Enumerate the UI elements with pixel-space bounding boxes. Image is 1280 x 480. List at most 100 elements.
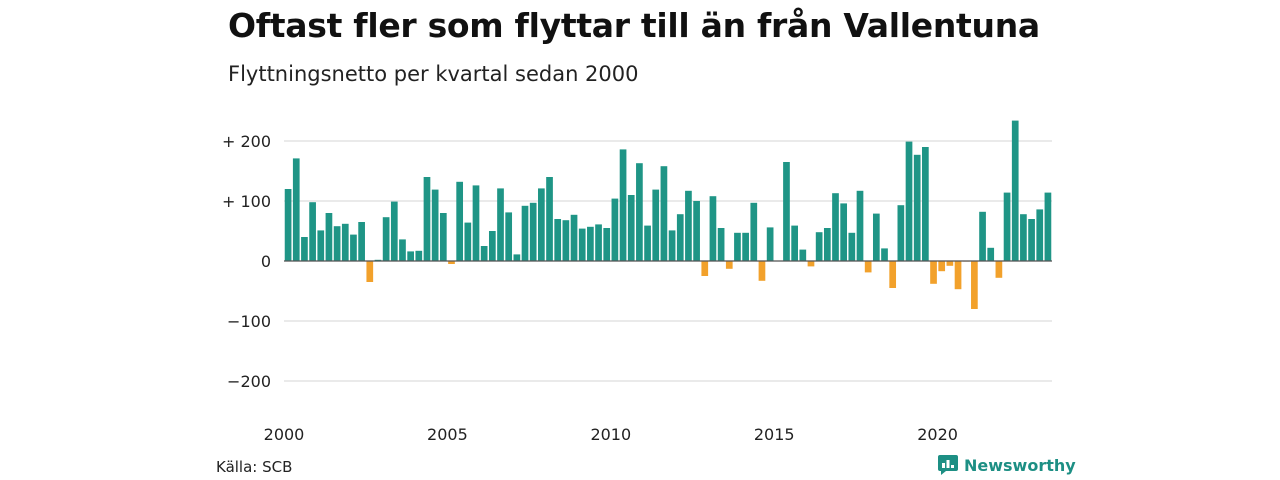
bar [881, 248, 888, 261]
bar [660, 166, 668, 261]
bar [488, 231, 496, 261]
bar [954, 261, 962, 290]
bar [358, 222, 365, 261]
chart-title: Oftast fler som flyttar till än från Val… [228, 6, 1040, 45]
bar [897, 205, 905, 261]
bar [587, 226, 594, 261]
bar [284, 189, 292, 261]
bar [832, 193, 839, 261]
bar [382, 217, 390, 261]
bar-chart: + 200 + 100 0 −100 −200 2000 2005 2010 2015 2020 [222, 120, 1052, 444]
bar [717, 228, 725, 261]
bar [415, 250, 423, 261]
bar [742, 232, 749, 261]
bar [1028, 219, 1035, 261]
bar [325, 213, 333, 261]
bar [538, 188, 545, 261]
bar [766, 227, 774, 261]
bar [1003, 192, 1011, 261]
bar [448, 261, 455, 264]
bar [995, 261, 1003, 278]
brand-logo[interactable]: Newsworthy [938, 455, 1076, 475]
bar [1044, 192, 1052, 261]
bars [284, 120, 1052, 309]
bar [815, 232, 823, 261]
bar [905, 141, 913, 261]
bar [472, 185, 480, 261]
source-note: Källa: SCB [216, 458, 293, 476]
bar [913, 154, 921, 261]
x-tick-label: 2005 [427, 425, 468, 444]
bar [889, 261, 897, 288]
bar [309, 202, 316, 261]
bar [619, 149, 627, 261]
newsworthy-icon [938, 455, 958, 475]
bar [750, 202, 758, 261]
bar [685, 190, 692, 261]
bar [758, 261, 766, 281]
chart-subtitle: Flyttningsnetto per kvartal sedan 2000 [228, 62, 639, 86]
bar [799, 249, 807, 261]
bar [725, 261, 733, 269]
bar [399, 239, 406, 261]
bar [872, 213, 880, 261]
bar [938, 261, 946, 272]
y-tick-label: + 100 [222, 192, 271, 211]
bar [570, 214, 578, 261]
x-tick-label: 2020 [917, 425, 958, 444]
bar [636, 163, 643, 261]
x-tick-label: 2015 [754, 425, 795, 444]
x-tick-label: 2010 [590, 425, 631, 444]
bar [333, 226, 341, 261]
bar [734, 232, 741, 261]
y-tick-label: 0 [261, 252, 271, 271]
bar [676, 214, 684, 261]
y-tick-label: + 200 [222, 132, 271, 151]
bar [505, 212, 513, 261]
bar [595, 224, 602, 261]
bar [611, 198, 619, 261]
bar [546, 177, 553, 261]
bar [554, 219, 562, 261]
bar [946, 261, 954, 266]
bar [431, 189, 439, 261]
bar [823, 228, 831, 261]
bar [350, 234, 357, 261]
bar [627, 195, 635, 261]
bar [652, 189, 660, 261]
y-tick-label: −100 [227, 312, 271, 331]
bar [701, 261, 709, 276]
bar [1020, 214, 1027, 261]
bar [317, 230, 325, 261]
bar [807, 261, 815, 267]
bar [848, 232, 856, 261]
bar [971, 261, 978, 309]
bar [497, 188, 504, 261]
y-tick-label: −200 [227, 372, 271, 391]
bar [693, 201, 700, 261]
bar [292, 158, 300, 261]
bar [578, 228, 586, 261]
bar [407, 251, 414, 261]
bar [562, 220, 570, 261]
bar [783, 162, 790, 261]
bar [603, 228, 611, 261]
bar [513, 254, 521, 261]
bar [856, 190, 864, 261]
bar [930, 261, 937, 284]
bar [1011, 120, 1019, 261]
x-axis-tick-labels: 2000 2005 2010 2015 2020 [264, 425, 958, 444]
bar [366, 261, 374, 282]
y-axis-tick-labels: + 200 + 100 0 −100 −200 [222, 132, 271, 391]
bar [1036, 209, 1044, 261]
bar [709, 196, 717, 261]
bar [464, 222, 472, 261]
bar [456, 181, 464, 261]
bar [668, 230, 676, 261]
bar [529, 202, 537, 261]
bar [987, 247, 995, 261]
bar [301, 237, 308, 261]
bar [390, 201, 398, 261]
bar [341, 223, 349, 261]
brand-name: Newsworthy [964, 455, 1076, 475]
